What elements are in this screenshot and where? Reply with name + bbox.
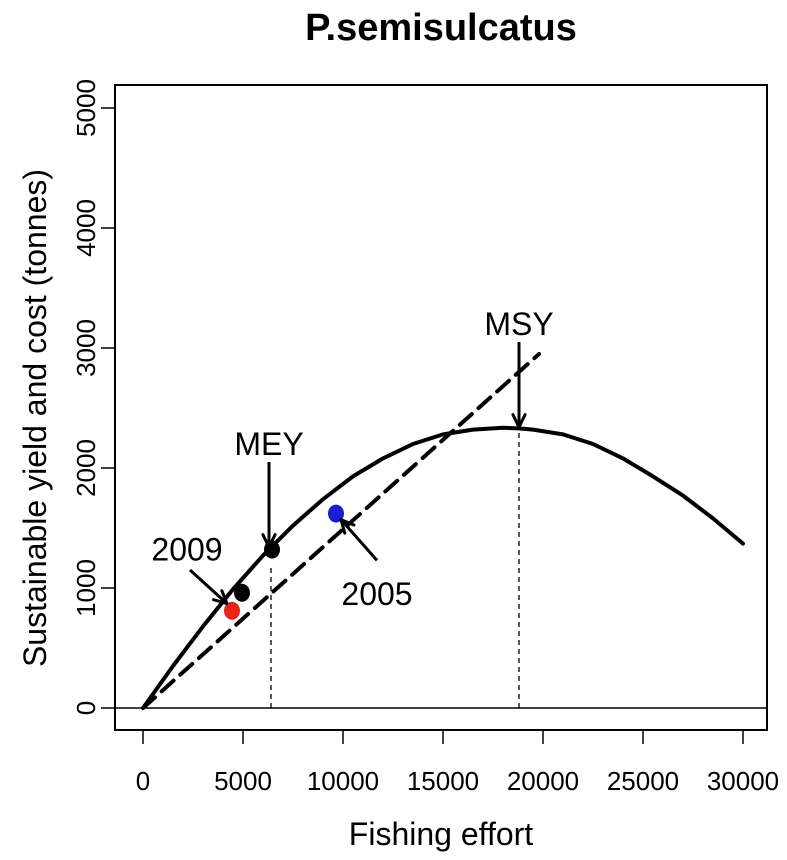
- annotation-label-2009: 2009: [151, 532, 222, 568]
- y-tick-label-0: 0: [71, 701, 101, 715]
- annotation-arrowhead-MEY: [261, 533, 277, 549]
- y-tick-label-1: 1000: [71, 559, 101, 617]
- reference-lines: [115, 427, 767, 709]
- annotation-label-MEY: MEY: [234, 426, 303, 462]
- yield-curve: [141, 425, 745, 710]
- annotation-label-MSY: MSY: [484, 306, 553, 342]
- annotation-arrowhead-MSY: [511, 413, 527, 429]
- y-tick-label-2: 2000: [71, 439, 101, 497]
- annotation-arrow-2009: [188, 568, 229, 605]
- y-axis: 0 1000 2000 3000 4000 5000: [71, 79, 116, 715]
- x-tick-label-0: 0: [136, 766, 150, 796]
- y-tick-label-5: 5000: [71, 79, 101, 137]
- data-point-1: [234, 583, 250, 602]
- y-tick-label-3: 3000: [71, 319, 101, 377]
- annotation-arrow-2005: [339, 518, 379, 562]
- data-point-0: [224, 601, 240, 620]
- x-tick-label-1: 5000: [214, 766, 272, 796]
- x-tick-label-4: 20000: [507, 766, 579, 796]
- annotation-arrowhead-2009: [212, 589, 229, 606]
- plot-frame: [114, 84, 768, 731]
- x-axis: 0 5000 10000 15000 20000 25000 30000: [136, 729, 779, 796]
- x-tick-label-6: 30000: [707, 766, 779, 796]
- x-tick-label-3: 15000: [407, 766, 479, 796]
- annotation-2005: 2005: [339, 518, 413, 612]
- annotation-arrowhead-2005: [339, 518, 356, 535]
- annotation-MSY: MSY: [484, 306, 554, 429]
- annotation-label-2005: 2005: [341, 576, 412, 612]
- data-point-3: [328, 504, 344, 523]
- annotations: MSY MEY 2009 2005: [151, 306, 553, 612]
- data-points: [224, 504, 344, 620]
- chart-title: P.semisulcatus: [305, 7, 577, 49]
- series-lines: [141, 352, 745, 710]
- annotation-2009: 2009: [151, 532, 229, 606]
- x-tick-label-2: 10000: [307, 766, 379, 796]
- x-tick-label-5: 25000: [607, 766, 679, 796]
- cost-line: [141, 352, 541, 710]
- y-axis-label: Sustainable yield and cost (tonnes): [17, 169, 53, 667]
- x-axis-label: Fishing effort: [349, 816, 534, 852]
- annotation-MEY: MEY: [234, 426, 304, 549]
- y-tick-label-4: 4000: [71, 199, 101, 257]
